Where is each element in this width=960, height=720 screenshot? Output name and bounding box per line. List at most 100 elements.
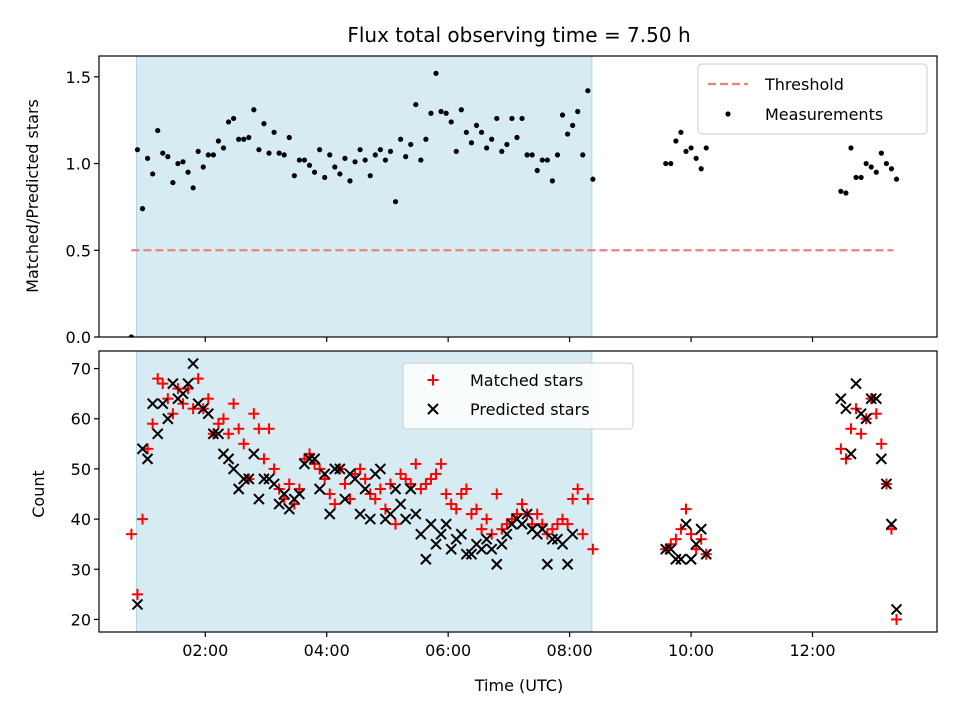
data-point [690, 538, 702, 550]
data-point [231, 115, 237, 122]
data-point [313, 483, 326, 495]
data-point [673, 138, 679, 144]
data-point [541, 558, 554, 570]
data-point [420, 478, 432, 490]
data-point [314, 463, 326, 475]
data-point [585, 88, 591, 94]
data-point [465, 548, 478, 560]
data-point [566, 528, 579, 540]
data-point [835, 443, 847, 455]
data-point [850, 377, 862, 390]
data-point [665, 543, 677, 555]
data-point [445, 543, 457, 555]
data-point [379, 503, 391, 515]
x-axis-label: Time (UTC) [474, 676, 563, 695]
data-point [863, 160, 869, 167]
data-point [509, 115, 515, 122]
data-point [384, 478, 396, 490]
data-point [392, 199, 399, 205]
data-point [504, 141, 510, 148]
data-point [455, 528, 468, 540]
data-point [695, 533, 707, 545]
data-point [225, 119, 232, 125]
data-point [311, 169, 318, 175]
data-point [354, 508, 366, 520]
data-point [683, 148, 689, 155]
data-point [491, 488, 503, 500]
data-point [875, 453, 888, 465]
data-point [185, 169, 191, 175]
legend: Matched stars Predicted stars [402, 362, 634, 430]
data-point [131, 588, 143, 600]
data-point [880, 478, 893, 490]
data-point [212, 428, 225, 440]
data-point [685, 553, 697, 565]
data-point [248, 448, 260, 460]
data-point [698, 166, 704, 172]
data-point [369, 493, 381, 505]
data-point [453, 148, 459, 155]
data-point [433, 70, 439, 76]
y-tick-label: 1.5 [66, 68, 91, 87]
data-point [546, 523, 558, 535]
data-point [327, 152, 333, 158]
data-point [481, 513, 493, 525]
y-tick-label: 40 [71, 510, 91, 529]
data-point [680, 518, 692, 530]
data-point [144, 155, 151, 161]
data-point [860, 413, 872, 425]
data-point [266, 150, 272, 156]
data-point [420, 553, 432, 565]
data-point [843, 190, 849, 196]
data-point [541, 528, 553, 540]
data-point [248, 408, 260, 420]
data-point [318, 468, 331, 480]
data-point [278, 488, 290, 500]
data-point [241, 136, 247, 142]
data-point [443, 110, 449, 116]
data-point [243, 473, 255, 485]
data-point [893, 176, 900, 182]
data-point [372, 152, 378, 158]
data-point [253, 493, 265, 505]
data-point [212, 418, 224, 430]
data-point [572, 483, 584, 495]
data-point [215, 138, 222, 144]
data-point [301, 157, 308, 163]
data-point [428, 110, 434, 116]
data-point [853, 174, 859, 181]
data-point [367, 173, 373, 179]
data-point [160, 150, 166, 156]
data-point [458, 107, 464, 113]
data-point [496, 538, 508, 550]
data-point [471, 503, 483, 515]
data-point [322, 174, 328, 181]
data-point [306, 162, 313, 168]
data-point [875, 438, 887, 450]
data-point [551, 518, 563, 530]
data-point [476, 523, 488, 535]
data-point [855, 428, 867, 440]
data-point [157, 378, 169, 390]
data-point [337, 171, 343, 177]
data-point [415, 483, 427, 495]
data-point [561, 558, 574, 570]
data-point [425, 518, 437, 530]
data-point [128, 334, 134, 337]
data-point [303, 453, 316, 465]
y-tick-label: 1.0 [66, 155, 91, 174]
data-point [703, 145, 709, 151]
data-point [187, 403, 199, 415]
data-point [403, 154, 409, 160]
data-point [557, 513, 569, 525]
data-point [359, 483, 371, 495]
data-point [484, 145, 490, 151]
data-point [430, 538, 442, 550]
chart-title: Flux total observing time = 7.50 h [347, 23, 690, 47]
data-point [162, 393, 174, 405]
count-y-axis-label: Count [29, 470, 48, 518]
data-point [200, 164, 206, 170]
data-point [567, 493, 579, 505]
legend-matched-label: Matched stars [470, 371, 583, 390]
data-point [413, 101, 419, 108]
